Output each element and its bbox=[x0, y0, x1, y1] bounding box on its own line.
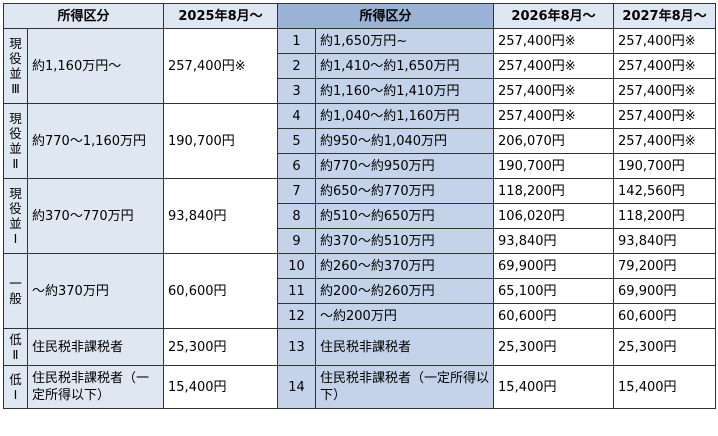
table-row: 6 約770～約950万円 190,700円 190,700円 bbox=[4, 153, 717, 179]
table-row: 5 約950～約1,040万円 206,070円 257,400円※ bbox=[4, 128, 717, 154]
table-row: 現役並Ⅰ 約370～770万円 93,840円 7 約650～約770万円 11… bbox=[3, 178, 717, 254]
amount-2027-cell: 93,840円 bbox=[613, 228, 717, 254]
header-row: 所得区分 2025年8月～ 所得区分 2026年8月～ 2027年8月～ bbox=[2, 3, 717, 29]
amount-2025-cell: 15,400円 bbox=[163, 365, 279, 409]
range-right-cell: 約510～約650万円 bbox=[315, 203, 495, 229]
amount-2026-cell: 60,600円 bbox=[493, 303, 615, 329]
amount-2026-cell: 118,200円 bbox=[493, 178, 615, 204]
header-aug-2027: 2027年8月～ bbox=[613, 3, 717, 29]
range-right-cell: 住民税非課税者 bbox=[315, 328, 495, 366]
header-income-category-left: 所得区分 bbox=[2, 3, 165, 29]
row-number: 14 bbox=[277, 365, 317, 409]
header-aug-2026: 2026年8月～ bbox=[493, 3, 615, 29]
amount-2026-cell: 93,840円 bbox=[493, 228, 615, 254]
amount-2027-cell: 25,300円 bbox=[613, 328, 717, 366]
amount-2026-cell: 190,700円 bbox=[493, 153, 615, 179]
amount-2027-cell: 257,400円※ bbox=[613, 53, 717, 79]
amount-2026-cell: 257,400円※ bbox=[493, 53, 615, 79]
category-cell: 一般 bbox=[3, 253, 28, 329]
row-number: 2 bbox=[277, 53, 317, 79]
amount-2026-cell: 257,400円※ bbox=[493, 28, 615, 54]
table-row: 現役並Ⅲ 約1,160万円～ 257,400円※ 1 約1,650万円~ 257… bbox=[3, 28, 717, 104]
amount-2026-cell: 69,900円 bbox=[493, 253, 615, 279]
amount-2026-cell: 257,400円※ bbox=[493, 103, 615, 129]
range-right-cell: 約1,160～約1,410万円 bbox=[315, 78, 495, 104]
amount-2027-cell: 15,400円 bbox=[613, 365, 717, 409]
amount-2027-cell: 60,600円 bbox=[613, 303, 717, 329]
range-left-cell: 住民税非課税者 bbox=[26, 328, 165, 366]
range-left-cell: 住民税非課税者（一定所得以下） bbox=[26, 365, 165, 409]
range-right-cell: 約1,410～約1,650万円 bbox=[315, 53, 495, 79]
row-number: 8 bbox=[277, 203, 317, 229]
table-row: 2 約1,410～約1,650万円 257,400円※ 257,400円※ bbox=[4, 53, 717, 79]
range-right-cell: 約260～約370万円 bbox=[315, 253, 495, 279]
category-cell: 現役並Ⅱ bbox=[3, 103, 28, 179]
amount-2026-cell: 206,070円 bbox=[493, 128, 615, 154]
amount-2027-cell: 257,400円※ bbox=[613, 128, 717, 154]
row-number: 12 bbox=[277, 303, 317, 329]
income-category-cost-table: 所得区分 2025年8月～ 所得区分 2026年8月～ 2027年8月～ 現役並… bbox=[2, 3, 717, 409]
table-row: 3 約1,160～約1,410万円 257,400円※ 257,400円※ bbox=[4, 78, 717, 104]
range-right-cell: 約950～約1,040万円 bbox=[315, 128, 495, 154]
header-aug-2025: 2025年8月～ bbox=[163, 3, 279, 29]
range-left-cell: 約1,160万円～ bbox=[26, 28, 165, 104]
row-number: 13 bbox=[277, 328, 317, 366]
row-number: 6 bbox=[277, 153, 317, 179]
row-number: 5 bbox=[277, 128, 317, 154]
range-right-cell: 約650～約770万円 bbox=[315, 178, 495, 204]
range-right-cell: 約770～約950万円 bbox=[315, 153, 495, 179]
category-cell: 現役並Ⅰ bbox=[3, 178, 28, 254]
category-cell: 低Ⅰ bbox=[3, 365, 28, 409]
row-number: 9 bbox=[277, 228, 317, 254]
range-right-cell: ～約200万円 bbox=[315, 303, 495, 329]
table-row: 11 約200～約260万円 65,100円 69,900円 bbox=[4, 278, 717, 304]
row-number: 3 bbox=[277, 78, 317, 104]
range-right-cell: 約200～約260万円 bbox=[315, 278, 495, 304]
category-cell: 現役並Ⅲ bbox=[3, 28, 28, 104]
amount-2027-cell: 118,200円 bbox=[613, 203, 717, 229]
row-number: 11 bbox=[277, 278, 317, 304]
amount-2027-cell: 79,200円 bbox=[613, 253, 717, 279]
amount-2026-cell: 15,400円 bbox=[493, 365, 615, 409]
range-left-cell: 約770～1,160万円 bbox=[26, 103, 165, 179]
amount-2025-cell: 93,840円 bbox=[163, 178, 279, 254]
range-left-cell: 約370～770万円 bbox=[26, 178, 165, 254]
amount-2026-cell: 25,300円 bbox=[493, 328, 615, 366]
table-row: 一般 ～約370万円 60,600円 10 約260～約370万円 69,900… bbox=[3, 253, 717, 329]
range-right-cell: 約370～約510万円 bbox=[315, 228, 495, 254]
amount-2027-cell: 257,400円※ bbox=[613, 78, 717, 104]
row-number: 7 bbox=[277, 178, 317, 204]
table-row: 9 約370～約510万円 93,840円 93,840円 bbox=[4, 228, 717, 254]
amount-2025-cell: 60,600円 bbox=[163, 253, 279, 329]
amount-2026-cell: 106,020円 bbox=[493, 203, 615, 229]
row-number: 4 bbox=[277, 103, 317, 129]
row-number: 1 bbox=[277, 28, 317, 54]
table-row: 低Ⅱ 住民税非課税者 25,300円 13 住民税非課税者 25,300円 25… bbox=[3, 328, 717, 366]
amount-2026-cell: 257,400円※ bbox=[493, 78, 615, 104]
range-right-cell: 住民税非課税者（一定所得以下） bbox=[315, 365, 495, 409]
amount-2027-cell: 257,400円※ bbox=[613, 103, 717, 129]
category-cell: 低Ⅱ bbox=[3, 328, 28, 366]
amount-2025-cell: 25,300円 bbox=[163, 328, 279, 366]
range-right-cell: 約1,040～約1,160万円 bbox=[315, 103, 495, 129]
amount-2027-cell: 257,400円※ bbox=[613, 28, 717, 54]
amount-2025-cell: 190,700円 bbox=[163, 103, 279, 179]
header-income-category-right: 所得区分 bbox=[277, 3, 495, 29]
cost-table-container: 所得区分 2025年8月～ 所得区分 2026年8月～ 2027年8月～ 現役並… bbox=[2, 3, 717, 409]
row-number: 10 bbox=[277, 253, 317, 279]
amount-2027-cell: 69,900円 bbox=[613, 278, 717, 304]
table-row: 8 約510～約650万円 106,020円 118,200円 bbox=[4, 203, 717, 229]
range-left-cell: ～約370万円 bbox=[26, 253, 165, 329]
amount-2027-cell: 142,560円 bbox=[613, 178, 717, 204]
table-row: 現役並Ⅱ 約770～1,160万円 190,700円 4 約1,040～約1,1… bbox=[3, 103, 717, 179]
range-right-cell: 約1,650万円~ bbox=[315, 28, 495, 54]
amount-2026-cell: 65,100円 bbox=[493, 278, 615, 304]
table-row: 低Ⅰ 住民税非課税者（一定所得以下） 15,400円 14 住民税非課税者（一定… bbox=[3, 365, 717, 409]
amount-2027-cell: 190,700円 bbox=[613, 153, 717, 179]
amount-2025-cell: 257,400円※ bbox=[163, 28, 279, 104]
